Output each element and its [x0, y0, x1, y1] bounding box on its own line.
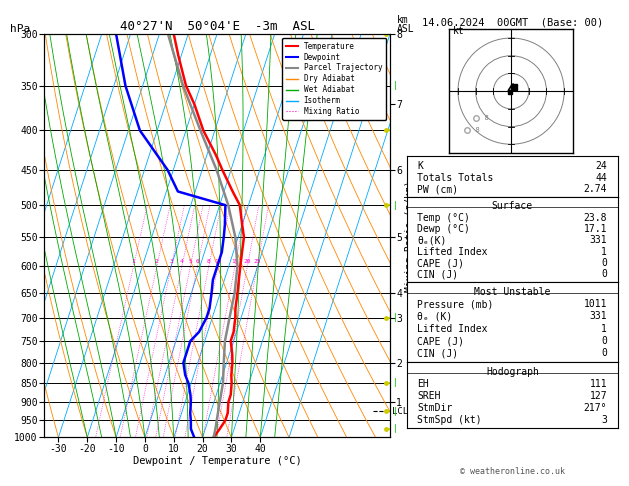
- Text: 20: 20: [243, 259, 251, 264]
- Text: 1: 1: [601, 324, 607, 334]
- Text: 2.74: 2.74: [584, 184, 607, 194]
- Text: 23.8: 23.8: [584, 213, 607, 223]
- Text: CIN (J): CIN (J): [418, 348, 459, 359]
- Text: 0: 0: [601, 269, 607, 279]
- Text: 6: 6: [196, 259, 199, 264]
- Text: Lifted Index: Lifted Index: [418, 324, 488, 334]
- Text: 24: 24: [596, 161, 607, 171]
- Text: |: |: [392, 424, 398, 434]
- Text: kt: kt: [453, 26, 464, 36]
- Text: 5: 5: [189, 259, 192, 264]
- Text: θₑ (K): θₑ (K): [418, 312, 453, 321]
- Text: PW (cm): PW (cm): [418, 184, 459, 194]
- Text: 2: 2: [155, 259, 159, 264]
- Text: 127: 127: [589, 391, 607, 400]
- Text: 0: 0: [601, 348, 607, 359]
- Text: Most Unstable: Most Unstable: [474, 287, 550, 297]
- Text: StmSpd (kt): StmSpd (kt): [418, 415, 482, 425]
- Text: 8: 8: [476, 115, 488, 121]
- Text: CAPE (J): CAPE (J): [418, 258, 464, 268]
- Text: © weatheronline.co.uk: © weatheronline.co.uk: [460, 467, 565, 476]
- Text: Totals Totals: Totals Totals: [418, 173, 494, 183]
- Text: EH: EH: [418, 379, 429, 389]
- Text: CIN (J): CIN (J): [418, 269, 459, 279]
- Text: |: |: [392, 379, 398, 387]
- Text: |: |: [392, 201, 398, 209]
- Text: 15: 15: [231, 259, 238, 264]
- Text: 4: 4: [180, 259, 184, 264]
- Text: Lifted Index: Lifted Index: [418, 247, 488, 257]
- X-axis label: Dewpoint / Temperature (°C): Dewpoint / Temperature (°C): [133, 456, 301, 467]
- Text: 25: 25: [253, 259, 261, 264]
- Text: 1: 1: [131, 259, 135, 264]
- Text: 3: 3: [601, 415, 607, 425]
- Text: 10: 10: [214, 259, 221, 264]
- Text: Temp (°C): Temp (°C): [418, 213, 470, 223]
- Text: θₑ(K): θₑ(K): [418, 235, 447, 245]
- Y-axis label: Mixing Ratio (g/kg): Mixing Ratio (g/kg): [405, 180, 415, 292]
- Text: km
ASL: km ASL: [397, 15, 415, 34]
- Text: 3: 3: [169, 259, 173, 264]
- Text: 111: 111: [589, 379, 607, 389]
- Text: CAPE (J): CAPE (J): [418, 336, 464, 346]
- Text: Pressure (mb): Pressure (mb): [418, 299, 494, 309]
- Text: 17.1: 17.1: [584, 224, 607, 234]
- Text: Hodograph: Hodograph: [486, 367, 539, 377]
- Title: 40°27'N  50°04'E  -3m  ASL: 40°27'N 50°04'E -3m ASL: [120, 20, 314, 33]
- Text: 14.06.2024  00GMT  (Base: 00): 14.06.2024 00GMT (Base: 00): [422, 17, 603, 27]
- Text: hPa: hPa: [9, 24, 30, 34]
- Text: K: K: [418, 161, 423, 171]
- Text: |: |: [392, 407, 398, 416]
- Text: 331: 331: [589, 312, 607, 321]
- Text: |: |: [392, 313, 398, 322]
- Text: LCL: LCL: [392, 407, 408, 416]
- Text: 0: 0: [601, 336, 607, 346]
- Text: 44: 44: [596, 173, 607, 183]
- Text: SREH: SREH: [418, 391, 441, 400]
- Text: |: |: [392, 81, 398, 90]
- Text: Surface: Surface: [492, 201, 533, 211]
- Text: 8: 8: [467, 127, 479, 133]
- Text: 8: 8: [207, 259, 211, 264]
- Text: 1011: 1011: [584, 299, 607, 309]
- Text: 0: 0: [601, 258, 607, 268]
- Text: 217°: 217°: [584, 402, 607, 413]
- Text: Dewp (°C): Dewp (°C): [418, 224, 470, 234]
- Text: StmDir: StmDir: [418, 402, 453, 413]
- Legend: Temperature, Dewpoint, Parcel Trajectory, Dry Adiabat, Wet Adiabat, Isotherm, Mi: Temperature, Dewpoint, Parcel Trajectory…: [282, 38, 386, 120]
- Text: 331: 331: [589, 235, 607, 245]
- Text: 1: 1: [601, 247, 607, 257]
